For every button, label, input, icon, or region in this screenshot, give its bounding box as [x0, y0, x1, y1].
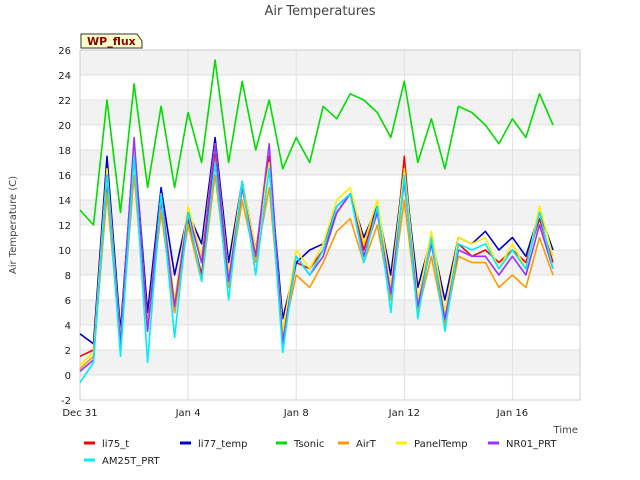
background-bands — [80, 50, 580, 375]
y-tick-label: 18 — [58, 146, 71, 157]
y-tick-label: 10 — [58, 246, 71, 257]
x-tick-label: Jan 4 — [175, 408, 201, 419]
y-tick-label: 0 — [65, 371, 71, 382]
legend-label-tsonic: Tsonic — [293, 439, 324, 450]
plot-frame — [79, 49, 581, 401]
series-lines — [79, 59, 554, 383]
grid-band — [80, 350, 580, 375]
y-tick-label: 14 — [58, 196, 71, 207]
y-tick-label: -2 — [61, 396, 71, 407]
y-tick-label: 4 — [65, 321, 71, 332]
y-tick-label: 6 — [65, 296, 71, 307]
x-tick-label: Jan 16 — [496, 408, 528, 419]
x-axis-title: Time — [553, 425, 578, 436]
y-tick-label: 16 — [58, 171, 71, 182]
legend-label-airt: AirT — [356, 439, 377, 450]
y-tick-label: 20 — [58, 121, 71, 132]
legend: li75_t li77_temp Tsonic AirT PanelTemp NR01_P… — [84, 439, 557, 467]
x-tick-labels: Dec 31 Jan 4 Jan 8 Jan 12 Jan 16 — [62, 408, 528, 419]
grid-band — [80, 150, 580, 175]
site-badge: WP_flux — [80, 33, 143, 49]
grid-band — [80, 50, 580, 75]
y-tick-label: 2 — [65, 346, 71, 357]
x-tick-label: Jan 8 — [283, 408, 309, 419]
x-tick-label: Dec 31 — [62, 408, 97, 419]
y-tick-label: 26 — [58, 46, 71, 57]
y-tick-label: 12 — [58, 221, 71, 232]
legend-label-li77-temp: li77_temp — [198, 439, 247, 450]
grid-band — [80, 300, 580, 325]
series-line-am25t-prt — [79, 155, 554, 383]
x-tick-label: Jan 12 — [388, 408, 420, 419]
legend-label-paneltemp: PanelTemp — [414, 439, 468, 450]
legend-label-li75-t: li75_t — [102, 439, 129, 450]
series-line-tsonic — [79, 59, 554, 226]
y-tick-label: 8 — [65, 271, 71, 282]
y-tick-label: 24 — [58, 71, 71, 82]
site-badge-label: WP_flux — [87, 35, 136, 48]
series-line-airt — [79, 174, 554, 370]
y-axis-title: Air Temperature (C) — [8, 176, 19, 274]
legend-label-nr01-prt: NR01_PRT — [506, 439, 557, 450]
legend-label-am25t-prt: AM25T_PRT — [102, 456, 161, 467]
y-tick-label: 22 — [58, 96, 71, 107]
chart-title: Air Temperatures — [264, 4, 375, 19]
